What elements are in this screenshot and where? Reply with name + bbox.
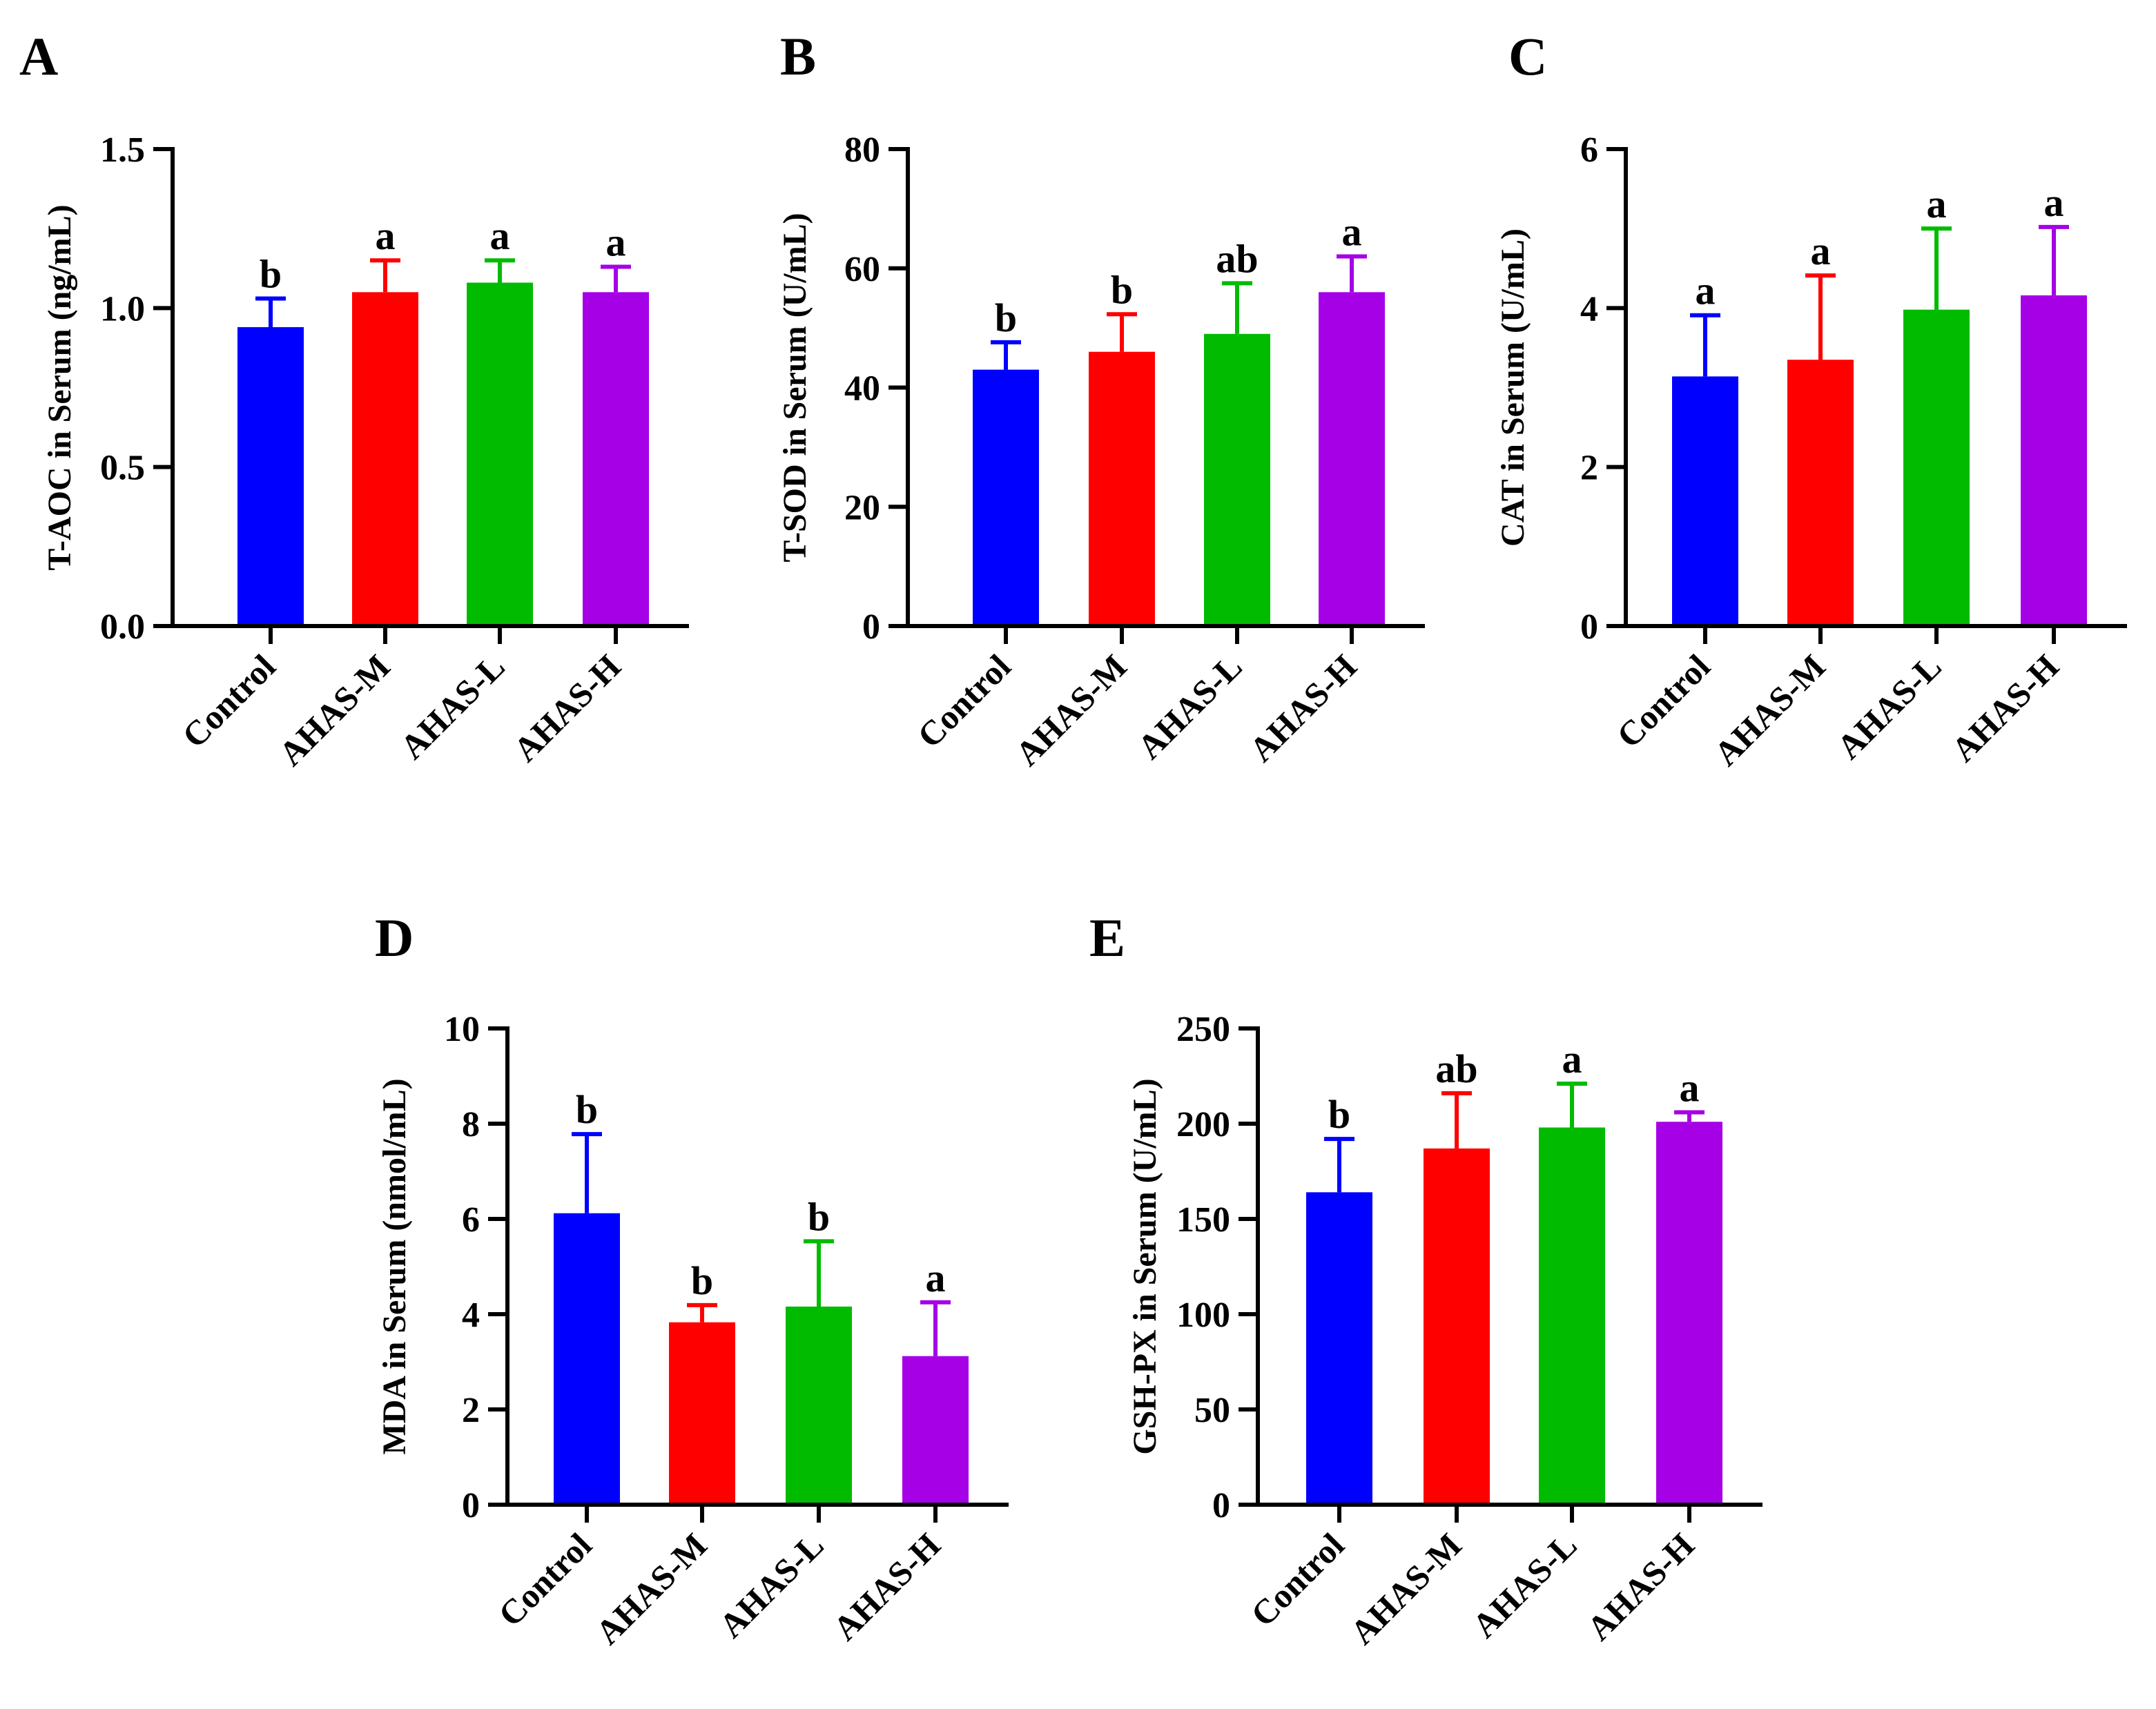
panel-a-bar-control: [237, 326, 304, 626]
panel-a-xtick-label-control: Control: [175, 647, 283, 755]
panel-b-ytick-label: 0: [862, 607, 880, 647]
panel-b-ytick-label: 40: [844, 369, 880, 409]
panel-c-significance-ahas-h: a: [2044, 180, 2064, 225]
panel-a-bar-ahas-l: [467, 282, 533, 626]
panel-c-xtick-label-ahas-h: AHAS-H: [1944, 647, 2066, 769]
panel-d-ytick-label: 2: [462, 1391, 480, 1430]
panel-a-bar-ahas-h: [583, 292, 649, 626]
panel-a-ytick-label: 1.5: [100, 130, 145, 170]
panel-e-significance-ahas-h: a: [1680, 1065, 1700, 1110]
panel-a-xtick-label-ahas-m: AHAS-M: [271, 647, 398, 773]
panel-d-bar-ahas-l: [786, 1306, 852, 1505]
panel-b-ylabel: T-SOD in Serum (U/mL): [777, 213, 813, 562]
panel-b-significance-ahas-m: b: [1111, 267, 1133, 312]
panel-b-ytick-label: 20: [844, 488, 880, 527]
panel-b-xtick-label-ahas-h: AHAS-H: [1242, 647, 1364, 769]
panel-e-ytick-label: 50: [1194, 1391, 1230, 1430]
panel-e-significance-ahas-m: ab: [1435, 1046, 1477, 1091]
panel-b-bar-control: [973, 369, 1039, 626]
panel-d-bar-control: [554, 1213, 620, 1505]
panel-d-bar-ahas-m: [669, 1322, 735, 1505]
panel-c-ytick-label: 0: [1580, 607, 1598, 647]
panel-e-significance-control: b: [1328, 1092, 1350, 1137]
panel-c-xtick-label-ahas-l: AHAS-L: [1829, 647, 1949, 766]
panel-d-xtick-label-ahas-m: AHAS-M: [588, 1525, 715, 1652]
panel-a-ytick-label: 1.0: [100, 289, 145, 329]
panel-b-xtick-label-ahas-l: AHAS-L: [1130, 647, 1250, 766]
panel-d-ytick-label: 10: [444, 1010, 480, 1049]
panel-c-ylabel: CAT in Serum (U/mL): [1495, 228, 1531, 547]
panel-e-bar-ahas-m: [1424, 1148, 1490, 1505]
panel-c-ytick-label: 6: [1580, 130, 1598, 170]
panel-a-ylabel: T-AOC in Serum (ng/mL): [41, 204, 78, 570]
panel-b-ytick-label: 80: [844, 130, 880, 170]
panel-d-xtick-label-control: Control: [491, 1525, 599, 1634]
panel-b-bar-ahas-l: [1204, 333, 1270, 626]
panel-c-bar-ahas-l: [1903, 309, 1970, 626]
panel-b-significance-ahas-h: a: [1342, 209, 1362, 254]
panel-b-bar-ahas-h: [1319, 292, 1385, 626]
panel-c-ytick-label: 4: [1580, 289, 1598, 329]
panel-d-ytick-label: 6: [462, 1200, 480, 1240]
panel-d-xtick-label-ahas-l: AHAS-L: [712, 1525, 831, 1645]
panel-c-xtick-label-control: Control: [1609, 647, 1718, 755]
panel-e-significance-ahas-l: a: [1562, 1037, 1582, 1082]
panel-b-xtick-label-ahas-m: AHAS-M: [1008, 647, 1134, 773]
panel-e-xtick-label-ahas-h: AHAS-H: [1580, 1525, 1702, 1648]
panel-d-ylabel: MDA in Serum (nmol/mL): [376, 1078, 413, 1454]
panel-a-ytick-label: 0.5: [100, 449, 145, 488]
panel-b-significance-ahas-l: ab: [1216, 236, 1258, 281]
panel-e-label: E: [1089, 908, 1125, 968]
panel-d-ytick-label: 4: [462, 1296, 480, 1335]
panel-a-ytick-label: 0.0: [100, 607, 145, 647]
panel-a-bar-ahas-m: [352, 292, 418, 626]
panel-e-ytick-label: 0: [1212, 1486, 1230, 1525]
panel-a-significance-ahas-m: a: [376, 213, 396, 258]
panel-a-significance-control: b: [260, 252, 282, 297]
panel-b-significance-control: b: [995, 295, 1017, 340]
panel-c-xtick-label-ahas-m: AHAS-M: [1707, 647, 1833, 773]
panel-c-ytick-label: 2: [1580, 449, 1598, 488]
panel-d-significance-control: b: [576, 1087, 598, 1132]
panel-e-ytick-label: 150: [1176, 1200, 1230, 1240]
panel-d-significance-ahas-m: b: [691, 1258, 713, 1303]
panel-c-significance-ahas-l: a: [1927, 182, 1947, 226]
panel-e-xtick-label-ahas-m: AHAS-M: [1343, 1525, 1469, 1652]
panel-c-bar-ahas-m: [1787, 360, 1854, 626]
panel-c-significance-ahas-m: a: [1811, 228, 1831, 273]
panel-e-bar-control: [1306, 1192, 1372, 1505]
panel-d-xtick-label-ahas-h: AHAS-H: [826, 1525, 948, 1648]
panel-a-xtick-label-ahas-h: AHAS-H: [506, 647, 628, 769]
panel-e-ylabel: GSH-PX in Serum (U/mL): [1127, 1078, 1163, 1454]
panel-e-ytick-label: 100: [1176, 1296, 1230, 1335]
panel-e-xtick-label-control: Control: [1243, 1525, 1352, 1634]
panel-c-label: C: [1508, 26, 1547, 86]
panel-d-ytick-label: 8: [462, 1105, 480, 1144]
panel-a-xtick-label-ahas-l: AHAS-L: [393, 647, 512, 766]
panel-c-bar-ahas-h: [2021, 295, 2087, 626]
panel-c-significance-control: a: [1696, 268, 1716, 313]
panel-d-label: D: [375, 908, 414, 968]
panel-b-bar-ahas-m: [1089, 351, 1155, 626]
panel-e-ytick-label: 250: [1176, 1010, 1230, 1049]
panel-b-ytick-label: 60: [844, 250, 880, 289]
panel-e-xtick-label-ahas-l: AHAS-L: [1465, 1525, 1584, 1645]
panel-d-bar-ahas-h: [902, 1356, 969, 1505]
panel-c-bar-control: [1672, 376, 1738, 626]
panel-d-significance-ahas-l: b: [808, 1194, 830, 1239]
panel-d-ytick-label: 0: [462, 1486, 480, 1525]
panel-b-label: B: [780, 26, 816, 86]
panel-b-xtick-label-control: Control: [910, 647, 1018, 755]
panel-e-bar-ahas-h: [1656, 1122, 1722, 1505]
panel-e-ytick-label: 200: [1176, 1105, 1230, 1144]
panel-a-label: A: [19, 26, 58, 86]
panel-a-significance-ahas-h: a: [606, 219, 626, 264]
panel-e-bar-ahas-l: [1539, 1127, 1605, 1505]
panel-d-significance-ahas-h: a: [926, 1256, 946, 1300]
panel-a-significance-ahas-l: a: [490, 213, 510, 258]
